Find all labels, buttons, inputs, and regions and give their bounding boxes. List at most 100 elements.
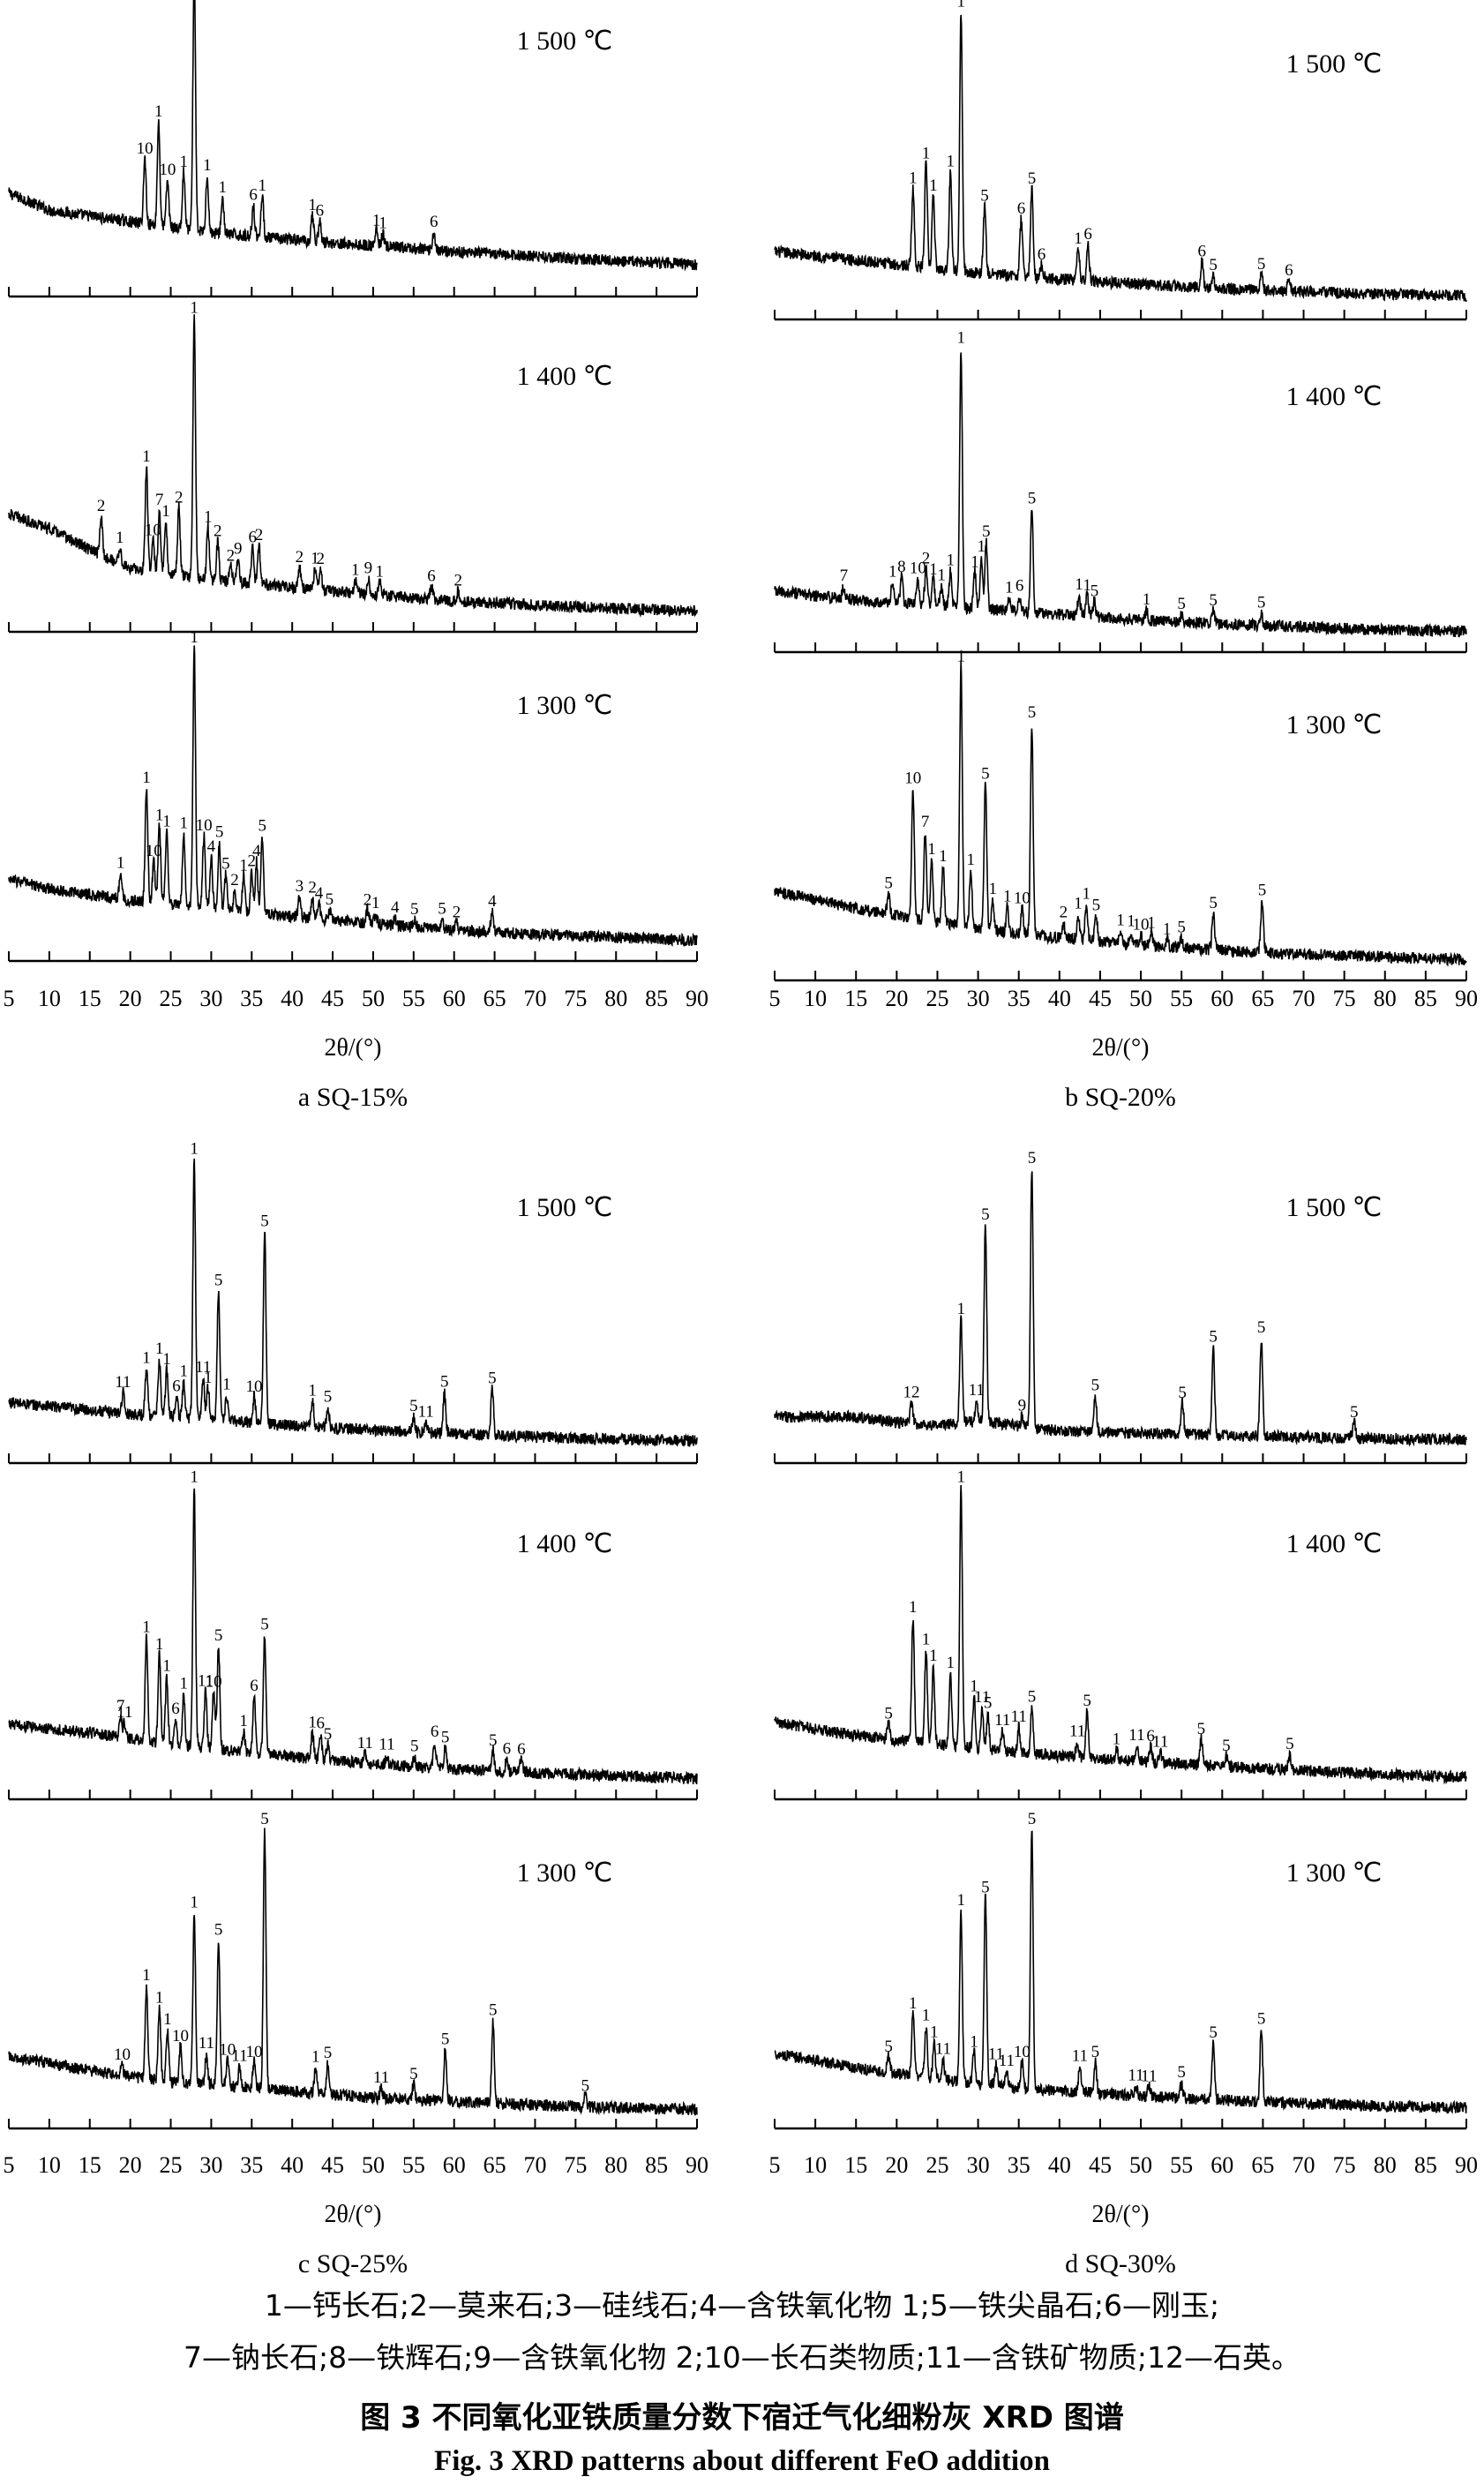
x-tick-label: 45: [321, 2152, 344, 2178]
peak-label: 1: [922, 145, 931, 163]
peak-label: 5: [1257, 1318, 1266, 1337]
x-tick-label: 70: [1293, 2152, 1315, 2178]
figure-caption-en: Fig. 3 XRD patterns about different FeO …: [434, 2445, 1050, 2477]
peak-label: 1: [239, 856, 248, 874]
peak-label: 5: [1177, 918, 1186, 936]
peak-label: 5: [1083, 1692, 1091, 1710]
peak-label: 2: [227, 546, 236, 565]
x-tick-label: 60: [443, 986, 466, 1011]
peak-label: 5: [1209, 256, 1218, 274]
temperature-label: 1 500 ℃: [1286, 49, 1383, 79]
peak-label: 11: [1011, 1708, 1027, 1726]
peak-label: 1: [222, 1376, 231, 1394]
x-tick-label: 65: [1251, 986, 1274, 1011]
peak-label: 1: [1075, 575, 1083, 594]
peak-label: 5: [1091, 582, 1099, 600]
peak-label: 1: [988, 880, 997, 898]
peak-label: 11: [1141, 2067, 1157, 2085]
peak-label: 1: [239, 1712, 248, 1730]
figure-caption-cn: 图 3 不同氧化亚铁质量分数下宿迁气化细粉灰 XRD 图谱: [360, 2400, 1124, 2436]
x-tick-label: 40: [1048, 986, 1071, 1011]
peak-label: 5: [1258, 882, 1267, 900]
peak-label: 6: [1197, 243, 1206, 261]
peak-label: 6: [1038, 245, 1046, 264]
peak-label: 6: [316, 202, 325, 221]
peak-label: 5: [984, 1694, 993, 1713]
peak-label: 5: [1257, 2010, 1266, 2029]
panel-label: b SQ-20%: [1065, 1083, 1176, 1112]
x-tick-label: 15: [79, 2152, 101, 2178]
peak-label: 11: [373, 2068, 389, 2087]
peak-label: 10: [145, 521, 161, 539]
peak-label: 10: [246, 1377, 263, 1396]
x-tick-label: 5: [769, 986, 781, 1011]
x-axis-label: 2θ/(°): [1091, 2201, 1149, 2228]
x-tick-label: 80: [1374, 986, 1397, 1011]
xrd-trace: [774, 1484, 1467, 1785]
peak-label: 1: [956, 647, 965, 665]
peak-label: 11: [116, 1703, 132, 1722]
peak-label: 5: [441, 1729, 450, 1747]
peak-label: 1: [978, 537, 986, 556]
peak-label: 1: [922, 2007, 931, 2025]
peak-label: 11: [1128, 1726, 1144, 1745]
peak-label: 1: [937, 566, 946, 584]
peak-label: 5: [1091, 1377, 1100, 1395]
peak-label: 1: [203, 156, 212, 175]
x-tick-label: 90: [1455, 2152, 1478, 2178]
peak-label: 2: [175, 488, 184, 507]
temperature-label: 1 300 ℃: [1286, 710, 1383, 739]
x-tick-label: 70: [523, 986, 546, 1011]
peak-label: 5: [1209, 2023, 1218, 2042]
subplot-0-0: 10110111161161161 500 ℃: [8, 0, 698, 298]
peak-label: 1: [922, 1631, 931, 1649]
x-tick-label: 75: [1333, 2152, 1356, 2178]
peak-label: 11: [1072, 2046, 1088, 2065]
x-tick-label: 5: [4, 986, 15, 1011]
peak-label: 1: [351, 560, 360, 579]
peak-label: 1: [946, 152, 955, 170]
peak-label: 5: [324, 1388, 333, 1407]
peak-label: 4: [315, 884, 324, 903]
xrd-trace: [8, 0, 698, 272]
peak-label: 5: [324, 2044, 333, 2062]
peak-label: 10: [904, 769, 921, 788]
peak-label: 1: [1074, 894, 1083, 912]
peak-label: 1: [970, 1677, 978, 1695]
peak-label: 1: [179, 814, 188, 832]
peak-label: 1: [162, 1350, 171, 1369]
peak-label: 6: [171, 1700, 180, 1718]
x-tick-label: 20: [885, 986, 908, 1011]
peak-label: 10: [246, 2043, 263, 2061]
peak-label: 6: [1285, 261, 1293, 280]
peak-label: 1: [956, 1468, 965, 1487]
peak-label: 7: [116, 1697, 125, 1715]
peak-label: 11: [999, 2052, 1015, 2070]
x-tick-label: 90: [686, 2152, 708, 2178]
peak-label: 8: [897, 558, 906, 576]
peak-label: 5: [260, 1810, 269, 1828]
peak-label: 1: [909, 1994, 918, 2013]
peak-label: 7: [840, 567, 849, 585]
peak-label: 1: [1163, 919, 1172, 938]
peak-label: 1: [967, 851, 976, 869]
peak-label: 11: [231, 2046, 247, 2065]
peak-label: 1: [190, 628, 199, 647]
peak-label: 5: [1222, 1737, 1231, 1755]
peak-label: 2: [364, 891, 372, 910]
peak-label: 1: [1003, 887, 1012, 905]
x-tick-label: 40: [1048, 2152, 1071, 2178]
x-axis-label: 2θ/(°): [324, 2201, 381, 2228]
peak-label: 5: [884, 874, 893, 892]
peak-label: 5: [260, 1616, 269, 1634]
peak-label: 1: [970, 2032, 978, 2051]
x-tick-label: 10: [804, 2152, 827, 2178]
peak-label: 2: [97, 497, 106, 515]
panel-label: d SQ-30%: [1065, 2249, 1176, 2278]
peak-label: 1: [204, 508, 213, 527]
x-tick-label: 75: [564, 2152, 587, 2178]
